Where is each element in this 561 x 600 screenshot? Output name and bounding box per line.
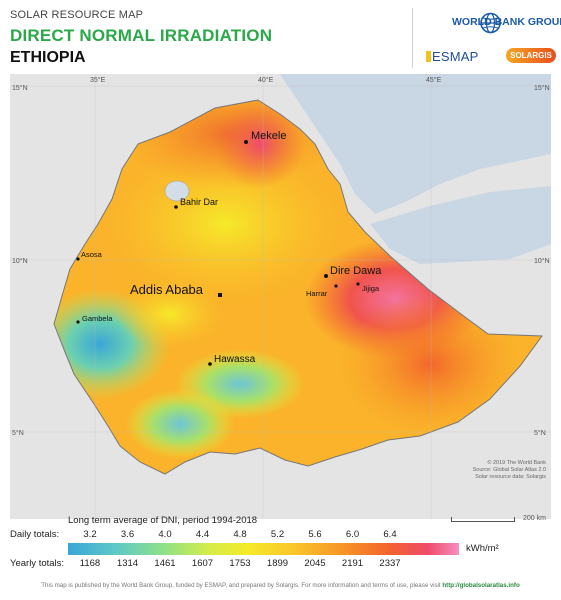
city-dire-dawa: Dire Dawa bbox=[324, 265, 382, 278]
city-asosa: Asosa bbox=[76, 250, 103, 261]
city-bahir-dar: Bahir Dar bbox=[174, 197, 218, 209]
lat-label-10-right: 10°N bbox=[534, 257, 550, 265]
city-mekele: Mekele bbox=[244, 130, 286, 144]
yearly-tick-3: 1607 bbox=[191, 558, 214, 569]
daily-tick-3: 4.4 bbox=[195, 529, 210, 540]
daily-tick-8: 6.4 bbox=[383, 529, 397, 540]
city-label-jijiga: Jijiga bbox=[362, 284, 380, 293]
country-name: ETHIOPIA bbox=[10, 49, 86, 66]
city-harrar: Harrar bbox=[306, 284, 338, 298]
city-addis-ababa: Addis Ababa bbox=[130, 282, 222, 297]
legend-title: Long term average of DNI, period 1994-20… bbox=[68, 515, 258, 526]
city-marker bbox=[324, 274, 328, 278]
lat-label-15-right: 15°N bbox=[534, 84, 550, 92]
yearly-tick-1: 1314 bbox=[116, 558, 139, 569]
gulf-of-aden bbox=[370, 186, 551, 264]
esmap-logo: ESMAP bbox=[432, 49, 479, 64]
city-label-addis-ababa: Addis Ababa bbox=[130, 282, 204, 297]
daily-tick-5: 5.2 bbox=[270, 529, 285, 540]
esmap-mark-icon bbox=[426, 51, 431, 62]
lon-label-45: 45°E bbox=[426, 76, 442, 84]
red-sea bbox=[280, 74, 551, 214]
source-line: Source: Global Solar Atlas 2.0 bbox=[472, 467, 546, 473]
city-label-dire-dawa: Dire Dawa bbox=[330, 265, 382, 277]
daily-tick-7: 6.0 bbox=[345, 529, 360, 540]
dni-map: 35°E 40°E 45°E 15°N 15°N 10°N 10°N 5°N 5… bbox=[10, 74, 551, 519]
daily-tick-1: 3.6 bbox=[120, 529, 135, 540]
solargis-logo: SOLARGIS bbox=[506, 48, 556, 63]
legend-unit: kWh/m² bbox=[466, 543, 499, 554]
legend-color-bar bbox=[68, 543, 459, 555]
map-copyright: © 2019 The World Bank Source: Global Sol… bbox=[440, 460, 546, 481]
map-frame: 35°E 40°E 45°E 15°N 15°N 10°N 10°N 5°N 5… bbox=[10, 74, 551, 519]
footer-note: This map is published by the World Bank … bbox=[0, 582, 561, 589]
yearly-tick-4: 1753 bbox=[229, 558, 251, 569]
city-marker bbox=[76, 257, 80, 261]
lat-label-5-left: 5°N bbox=[12, 429, 24, 437]
data-source-line: Solar resource data: Solargis bbox=[475, 474, 546, 480]
graticule bbox=[10, 74, 551, 519]
world-bank-logo: WORLD BANK GROUP bbox=[452, 16, 561, 28]
yearly-tick-7: 2191 bbox=[341, 558, 364, 569]
city-gambela: Gambela bbox=[76, 314, 113, 324]
footer-link[interactable]: http://globalsolaratlas.info bbox=[442, 582, 520, 589]
city-marker bbox=[356, 282, 360, 286]
map-subtitle: SOLAR RESOURCE MAP bbox=[10, 9, 144, 21]
daily-tick-2: 4.0 bbox=[158, 529, 172, 540]
lat-label-10-left: 10°N bbox=[12, 257, 28, 265]
city-marker bbox=[76, 320, 80, 324]
lat-label-15-left: 15°N bbox=[12, 84, 28, 92]
yearly-tick-2: 1461 bbox=[154, 558, 176, 569]
city-label-hawassa: Hawassa bbox=[214, 354, 256, 365]
lon-label-35: 35°E bbox=[90, 76, 106, 84]
city-hawassa: Hawassa bbox=[208, 354, 256, 366]
scale-bar bbox=[451, 517, 515, 522]
country-border bbox=[53, 99, 543, 475]
copyright-line: © 2019 The World Bank bbox=[487, 460, 546, 466]
city-label-asosa: Asosa bbox=[81, 250, 103, 259]
daily-tick-6: 5.6 bbox=[308, 529, 322, 540]
map-title: DIRECT NORMAL IRRADIATION bbox=[10, 26, 273, 45]
yearly-totals-label: Yearly totals: bbox=[10, 558, 65, 569]
daily-tick-4: 4.8 bbox=[233, 529, 247, 540]
capital-marker bbox=[218, 293, 222, 297]
header-divider bbox=[412, 8, 413, 68]
city-label-bahir-dar: Bahir Dar bbox=[180, 197, 218, 207]
city-marker bbox=[174, 205, 178, 209]
daily-tick-0: 3.2 bbox=[83, 529, 97, 540]
daily-totals-label: Daily totals: bbox=[10, 529, 60, 540]
city-marker bbox=[334, 284, 338, 288]
city-label-harrar: Harrar bbox=[306, 289, 328, 298]
lon-label-40: 40°E bbox=[258, 76, 274, 84]
yearly-tick-8: 2337 bbox=[379, 558, 401, 569]
city-marker bbox=[244, 140, 248, 144]
footer-text: This map is published by the World Bank … bbox=[41, 582, 441, 589]
city-jijiga: Jijiga bbox=[356, 282, 380, 293]
scale-label: 200 km bbox=[523, 515, 546, 522]
yearly-tick-5: 1899 bbox=[266, 558, 289, 569]
lake-tana bbox=[164, 180, 190, 202]
yearly-tick-6: 2045 bbox=[304, 558, 326, 569]
city-label-mekele: Mekele bbox=[251, 130, 286, 142]
lat-label-5-right: 5°N bbox=[534, 429, 546, 437]
yearly-tick-0: 1168 bbox=[79, 558, 101, 569]
city-marker bbox=[208, 362, 212, 366]
city-label-gambela: Gambela bbox=[82, 314, 113, 323]
world-bank-globe-icon bbox=[480, 12, 501, 34]
